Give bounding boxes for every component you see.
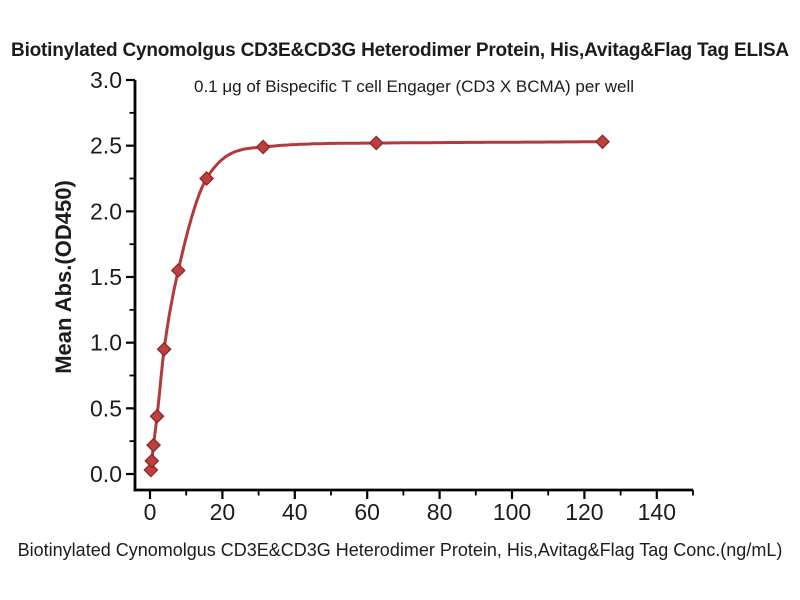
x-tick-label: 140 (638, 499, 676, 525)
y-tick-label: 0.0 (90, 461, 122, 487)
x-tick-label: 20 (210, 499, 236, 525)
y-tick-label: 2.5 (90, 133, 122, 159)
x-tick-label: 100 (493, 499, 531, 525)
data-point-marker (170, 262, 186, 278)
x-tick-label: 80 (427, 499, 453, 525)
y-tick-label: 3.0 (90, 67, 122, 93)
data-point-marker (156, 341, 172, 357)
y-tick-label: 2.0 (90, 198, 122, 224)
chart-title: Biotinylated Cynomolgus CD3E&CD3G Hetero… (11, 40, 789, 61)
data-point-marker (143, 462, 159, 478)
x-tick-label: 120 (565, 499, 603, 525)
data-point-marker (595, 134, 610, 150)
x-tick-label: 40 (282, 499, 308, 525)
x-axis-title: Biotinylated Cynomolgus CD3E&CD3G Hetero… (17, 540, 783, 560)
chart-subtitle: 0.1 μg of Bispecific T cell Engager (CD3… (193, 77, 634, 96)
data-point-marker (368, 135, 384, 151)
y-tick-label: 0.5 (90, 395, 122, 421)
data-point-marker (255, 139, 271, 155)
data-point-marker (199, 171, 215, 186)
y-tick-label: 1.5 (90, 264, 122, 290)
data-point-marker (149, 408, 165, 424)
x-tick-label: 60 (354, 499, 380, 525)
fit-curve (149, 140, 603, 472)
data-point-marker (146, 437, 162, 453)
data-point-marker (144, 453, 160, 469)
x-tick-label: 0 (144, 499, 157, 525)
y-tick-label: 1.0 (90, 330, 122, 356)
